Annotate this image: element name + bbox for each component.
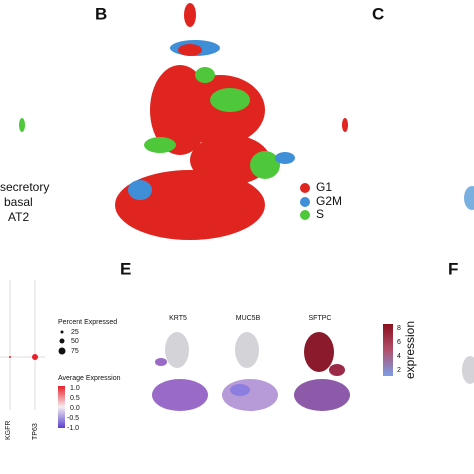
- legend-label: basal: [4, 195, 33, 209]
- gene-title: MUC5B: [236, 315, 261, 322]
- colorbar-title: expression: [403, 321, 417, 379]
- legend-label: 25: [71, 329, 79, 336]
- legend-dot: [300, 183, 310, 193]
- legend-label: AT2: [8, 210, 29, 224]
- colorbar-label: 8: [397, 325, 401, 332]
- panel-label: B: [95, 4, 107, 23]
- legend-dot: [58, 347, 66, 355]
- legend-label: G1: [316, 180, 332, 194]
- legend-title: Average Expression: [58, 375, 121, 382]
- legend-label: 75: [71, 348, 79, 355]
- panel-label: F: [448, 259, 458, 278]
- dot: [32, 354, 38, 360]
- umap-b: [19, 3, 474, 240]
- colorbar-label: -0.5: [67, 415, 79, 422]
- panel-label: C: [372, 4, 384, 23]
- panel-label: E: [120, 259, 131, 278]
- gene-label: TP63: [32, 423, 39, 440]
- legend-dot: [60, 330, 64, 334]
- colorbar-label: 4: [397, 353, 401, 360]
- colorbar-label: -1.0: [67, 425, 79, 432]
- legend-label: G2M: [316, 194, 342, 208]
- legend-title: Percent Expressed: [58, 319, 117, 326]
- legend-label: S: [316, 207, 324, 221]
- colorbar-label: 1.0: [70, 385, 80, 392]
- gene-title: KRT5: [169, 315, 187, 322]
- colorbar: [58, 386, 65, 428]
- legend-label: secretory: [0, 180, 49, 194]
- dot-plot: [0, 280, 45, 410]
- gene-title: SFTPC: [309, 315, 332, 322]
- legend-dot: [59, 338, 65, 344]
- dot: [9, 356, 11, 358]
- colorbar: [383, 324, 393, 376]
- legend-dot: [300, 197, 310, 207]
- colorbar-label: 0.0: [70, 405, 80, 412]
- legend-label: 50: [71, 338, 79, 345]
- legend-dot: [300, 210, 310, 220]
- gene-label: KGFR: [5, 421, 12, 440]
- feature-plots: [152, 332, 474, 411]
- colorbar-label: 0.5: [70, 395, 80, 402]
- colorbar-label: 2: [397, 367, 401, 374]
- colorbar-label: 6: [397, 339, 401, 346]
